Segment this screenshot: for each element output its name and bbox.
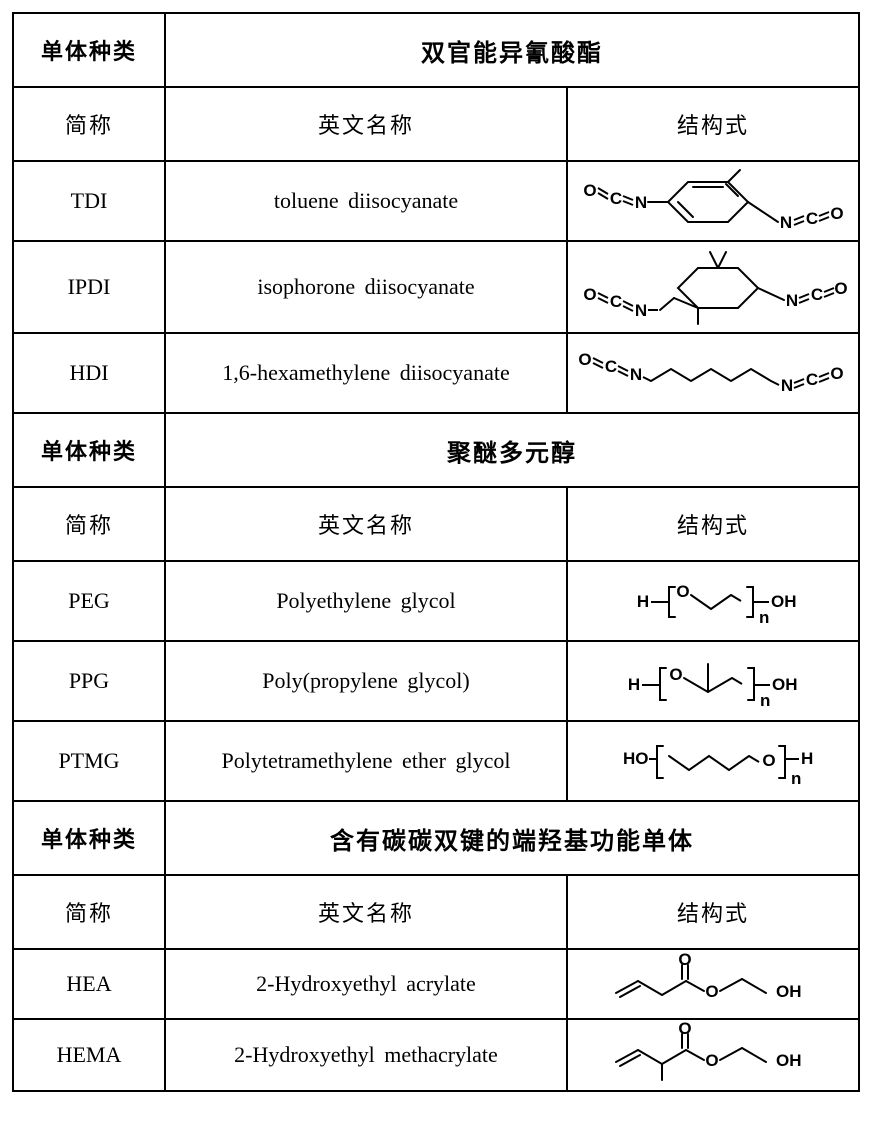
enname-cell: Polyethylene glycol xyxy=(165,561,567,641)
table-row: HEA 2-Hydroxyethyl acrylate O O xyxy=(13,949,859,1019)
svg-text:O: O xyxy=(834,279,847,298)
svg-text:C: C xyxy=(610,292,622,311)
abbr-cell: PPG xyxy=(13,641,165,721)
svg-text:H: H xyxy=(801,749,813,768)
col-struct-header: 结构式 xyxy=(567,87,859,161)
svg-text:O: O xyxy=(705,1051,718,1070)
svg-text:O: O xyxy=(678,1022,691,1038)
enname-cell: 1,6-hexamethylene diisocyanate xyxy=(165,333,567,413)
svg-text:O: O xyxy=(583,285,596,304)
struct-cell: O C N N C O xyxy=(567,333,859,413)
abbr-cell: TDI xyxy=(13,161,165,241)
svg-text:O: O xyxy=(583,181,596,200)
struct-cell: O C N N C O xyxy=(567,241,859,333)
section-2-label: 单体种类 xyxy=(13,413,165,487)
struct-cell: HO O H n xyxy=(567,721,859,801)
enname-cell: Poly(propylene glycol) xyxy=(165,641,567,721)
svg-text:C: C xyxy=(806,209,818,228)
table-row: TDI toluene diisocyanate O xyxy=(13,161,859,241)
structure-hdi-icon: O C N N C O xyxy=(573,343,853,403)
col-struct-header: 结构式 xyxy=(567,487,859,561)
enname-cell: 2-Hydroxyethyl methacrylate xyxy=(165,1019,567,1091)
abbr-cell: PEG xyxy=(13,561,165,641)
structure-peg-icon: H O OH n xyxy=(613,573,813,629)
svg-text:O: O xyxy=(669,665,682,684)
enname-cell: Polytetramethylene ether glycol xyxy=(165,721,567,801)
svg-text:O: O xyxy=(578,350,591,369)
svg-text:O: O xyxy=(676,582,689,601)
struct-cell: O O OH xyxy=(567,1019,859,1091)
section-2-title: 聚醚多元醇 xyxy=(165,413,859,487)
enname-cell: isophorone diisocyanate xyxy=(165,241,567,333)
svg-text:O: O xyxy=(678,953,691,969)
section-1-title: 双官能异氰酸酯 xyxy=(165,13,859,87)
col-struct-header: 结构式 xyxy=(567,875,859,949)
svg-text:N: N xyxy=(780,213,792,232)
svg-text:N: N xyxy=(635,193,647,212)
table-row: HEMA 2-Hydroxyethyl methacrylate O O xyxy=(13,1019,859,1091)
svg-text:OH: OH xyxy=(776,982,802,1001)
svg-text:O: O xyxy=(762,751,775,770)
section-1-label: 单体种类 xyxy=(13,13,165,87)
abbr-cell: PTMG xyxy=(13,721,165,801)
abbr-cell: HEA xyxy=(13,949,165,1019)
structure-tdi-icon: O C N N C O xyxy=(578,164,848,238)
struct-cell: O C N N C O xyxy=(567,161,859,241)
struct-cell: O O OH xyxy=(567,949,859,1019)
svg-text:C: C xyxy=(806,370,818,389)
table-row: PEG Polyethylene glycol H O OH n xyxy=(13,561,859,641)
abbr-cell: HEMA xyxy=(13,1019,165,1091)
col-enname-header: 英文名称 xyxy=(165,87,567,161)
svg-text:N: N xyxy=(781,376,793,395)
svg-text:n: n xyxy=(791,769,801,788)
monomer-table: 单体种类 双官能异氰酸酯 简称 英文名称 结构式 TDI toluene dii… xyxy=(12,12,860,1092)
col-enname-header: 英文名称 xyxy=(165,875,567,949)
svg-text:C: C xyxy=(605,357,617,376)
table-row: PTMG Polytetramethylene ether glycol HO … xyxy=(13,721,859,801)
svg-text:N: N xyxy=(630,365,642,384)
struct-cell: H O OH n xyxy=(567,561,859,641)
svg-text:OH: OH xyxy=(776,1051,802,1070)
svg-text:n: n xyxy=(760,691,770,710)
structure-hema-icon: O O OH xyxy=(598,1022,828,1088)
col-abbr-header: 简称 xyxy=(13,875,165,949)
struct-cell: H O OH n xyxy=(567,641,859,721)
svg-text:N: N xyxy=(635,301,647,320)
table-row: IPDI isophorone diisocyanate O xyxy=(13,241,859,333)
structure-ipdi-icon: O C N N C O xyxy=(578,244,848,330)
table-row: HDI 1,6-hexamethylene diisocyanate O C N… xyxy=(13,333,859,413)
col-enname-header: 英文名称 xyxy=(165,487,567,561)
col-abbr-header: 简称 xyxy=(13,87,165,161)
table-row: PPG Poly(propylene glycol) H O OH n xyxy=(13,641,859,721)
structure-ppg-icon: H O OH n xyxy=(608,650,818,712)
svg-text:C: C xyxy=(610,189,622,208)
svg-text:O: O xyxy=(705,982,718,1001)
svg-text:n: n xyxy=(759,608,769,627)
svg-text:OH: OH xyxy=(772,675,798,694)
svg-text:H: H xyxy=(637,592,649,611)
section-3-label: 单体种类 xyxy=(13,801,165,875)
svg-text:N: N xyxy=(786,291,798,310)
structure-ptmg-icon: HO O H n xyxy=(593,732,833,790)
enname-cell: toluene diisocyanate xyxy=(165,161,567,241)
section-3-title: 含有碳碳双键的端羟基功能单体 xyxy=(165,801,859,875)
abbr-cell: IPDI xyxy=(13,241,165,333)
svg-text:O: O xyxy=(830,364,843,383)
svg-text:OH: OH xyxy=(771,592,797,611)
svg-text:O: O xyxy=(830,204,843,223)
enname-cell: 2-Hydroxyethyl acrylate xyxy=(165,949,567,1019)
svg-text:H: H xyxy=(628,675,640,694)
abbr-cell: HDI xyxy=(13,333,165,413)
col-abbr-header: 简称 xyxy=(13,487,165,561)
structure-hea-icon: O O OH xyxy=(598,953,828,1015)
svg-text:HO: HO xyxy=(623,749,649,768)
svg-text:C: C xyxy=(811,285,823,304)
